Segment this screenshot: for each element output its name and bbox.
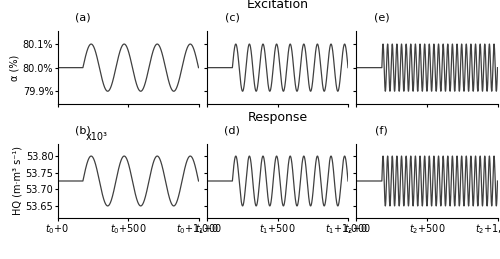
Text: (b): (b) xyxy=(75,126,91,136)
Text: (a): (a) xyxy=(75,12,90,22)
Text: x10³: x10³ xyxy=(86,132,108,141)
Y-axis label: α (%): α (%) xyxy=(10,55,20,81)
Text: (c): (c) xyxy=(225,12,240,22)
Y-axis label: HQ (m·m³ s⁻¹): HQ (m·m³ s⁻¹) xyxy=(12,147,22,215)
Text: (f): (f) xyxy=(376,126,388,136)
Text: (e): (e) xyxy=(374,12,390,22)
Text: Response: Response xyxy=(248,111,308,124)
Text: (d): (d) xyxy=(224,126,240,136)
Text: Excitation: Excitation xyxy=(246,0,308,11)
